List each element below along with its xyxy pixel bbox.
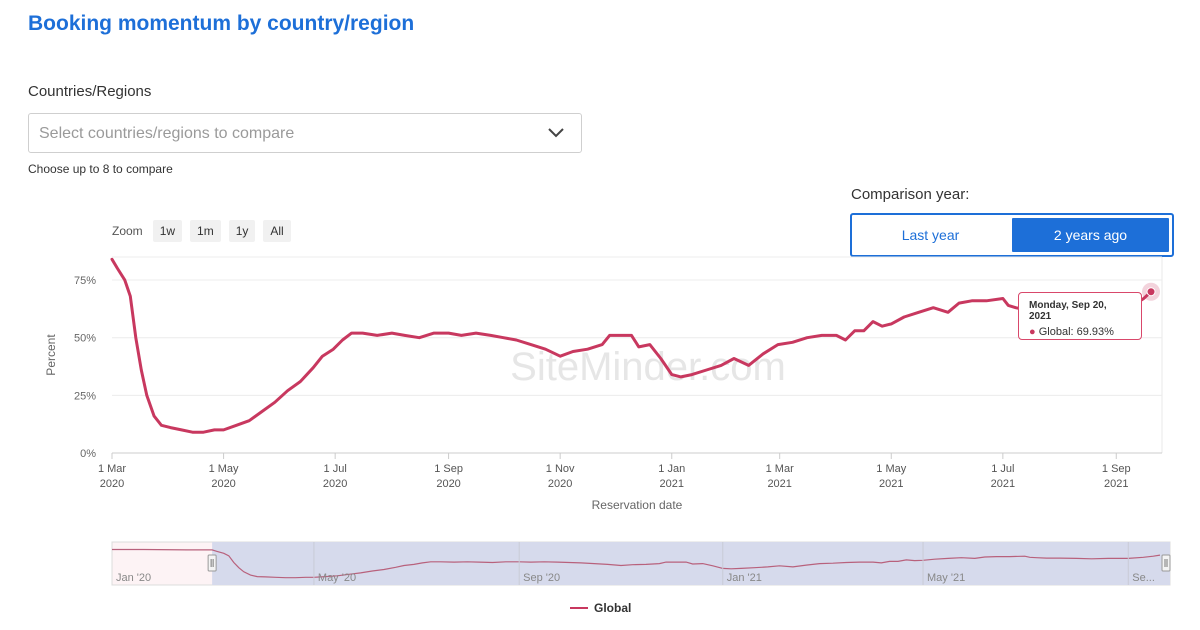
comparison-year-toggle[interactable]: Last year 2 years ago <box>850 213 1174 257</box>
chevron-down-icon[interactable] <box>547 126 565 144</box>
x-axis-title: Reservation date <box>592 498 683 512</box>
navigator-tick-label: Sep '20 <box>523 572 560 584</box>
navigator-tick-label: Jan '21 <box>727 572 762 584</box>
navigator-tick-label: May '21 <box>927 572 965 584</box>
zoom-1y-button[interactable]: 1y <box>228 220 256 242</box>
x-tick-label: 1 Jan 2021 <box>658 463 685 490</box>
legend-swatch <box>570 607 588 609</box>
y-tick-label: 50% <box>74 333 96 345</box>
tooltip-date: Monday, Sep 20, 2021 <box>1029 300 1107 322</box>
x-tick-label: 1 Mar 2020 <box>98 463 126 490</box>
tooltip-value-row: ● Global: 69.93% <box>1029 326 1114 338</box>
zoom-all-button[interactable]: All <box>263 220 291 242</box>
tooltip-series-name: Global <box>1038 326 1071 338</box>
tooltip-value: 69.93% <box>1076 326 1114 338</box>
series-line-global[interactable] <box>110 257 1153 434</box>
navigator-tick-label: Se... <box>1132 572 1155 584</box>
x-tick-label: 1 Jul 2020 <box>323 463 347 490</box>
legend-item-global[interactable]: Global <box>594 601 632 615</box>
zoom-label: Zoom <box>112 224 143 238</box>
countries-label: Countries/Regions <box>28 83 152 100</box>
navigator-right-handle[interactable] <box>1161 554 1171 572</box>
last-year-option[interactable]: Last year <box>901 227 960 243</box>
hover-point[interactable] <box>1146 287 1156 297</box>
x-tick-label: 1 Mar 2021 <box>766 463 794 490</box>
watermark: SiteMinder.com <box>510 345 786 389</box>
series-tooltip: Monday, Sep 20, 2021 ● Global: 69.93% <box>1018 292 1142 340</box>
y-tick-label: 0% <box>80 448 96 460</box>
compare-hint: Choose up to 8 to compare <box>28 162 173 176</box>
x-tick-label: 1 Sep 2020 <box>434 463 463 490</box>
chart-legend[interactable]: Global <box>570 601 631 615</box>
x-tick-label: 1 Nov 2020 <box>546 463 575 490</box>
countries-select[interactable]: Select countries/regions to compare <box>28 113 582 153</box>
navigator-tick-label: May '20 <box>318 572 356 584</box>
comparison-year-label: Comparison year: <box>851 186 970 203</box>
x-tick-label: 1 Jul 2021 <box>991 463 1015 490</box>
x-tick-label: 1 May 2021 <box>876 463 906 490</box>
navigator-series-line <box>112 548 1161 579</box>
zoom-controls: Zoom 1w 1m 1y All <box>112 220 291 242</box>
tooltip-dot-icon: ● <box>1029 326 1036 338</box>
x-tick-label: 1 May 2020 <box>209 463 239 490</box>
x-tick-label: 1 Sep 2021 <box>1102 463 1131 490</box>
y-axis-title: Percent <box>44 334 58 376</box>
navigator-left-handle[interactable] <box>207 554 217 572</box>
two-years-ago-option[interactable]: 2 years ago <box>1012 218 1169 252</box>
countries-select-placeholder: Select countries/regions to compare <box>39 125 295 142</box>
zoom-1m-button[interactable]: 1m <box>190 220 221 242</box>
y-tick-label: 75% <box>74 275 96 287</box>
navigator-tick-label: Jan '20 <box>116 572 151 584</box>
y-tick-label: 25% <box>74 390 96 402</box>
zoom-1w-button[interactable]: 1w <box>152 220 183 242</box>
page-title: Booking momentum by country/region <box>28 12 415 35</box>
